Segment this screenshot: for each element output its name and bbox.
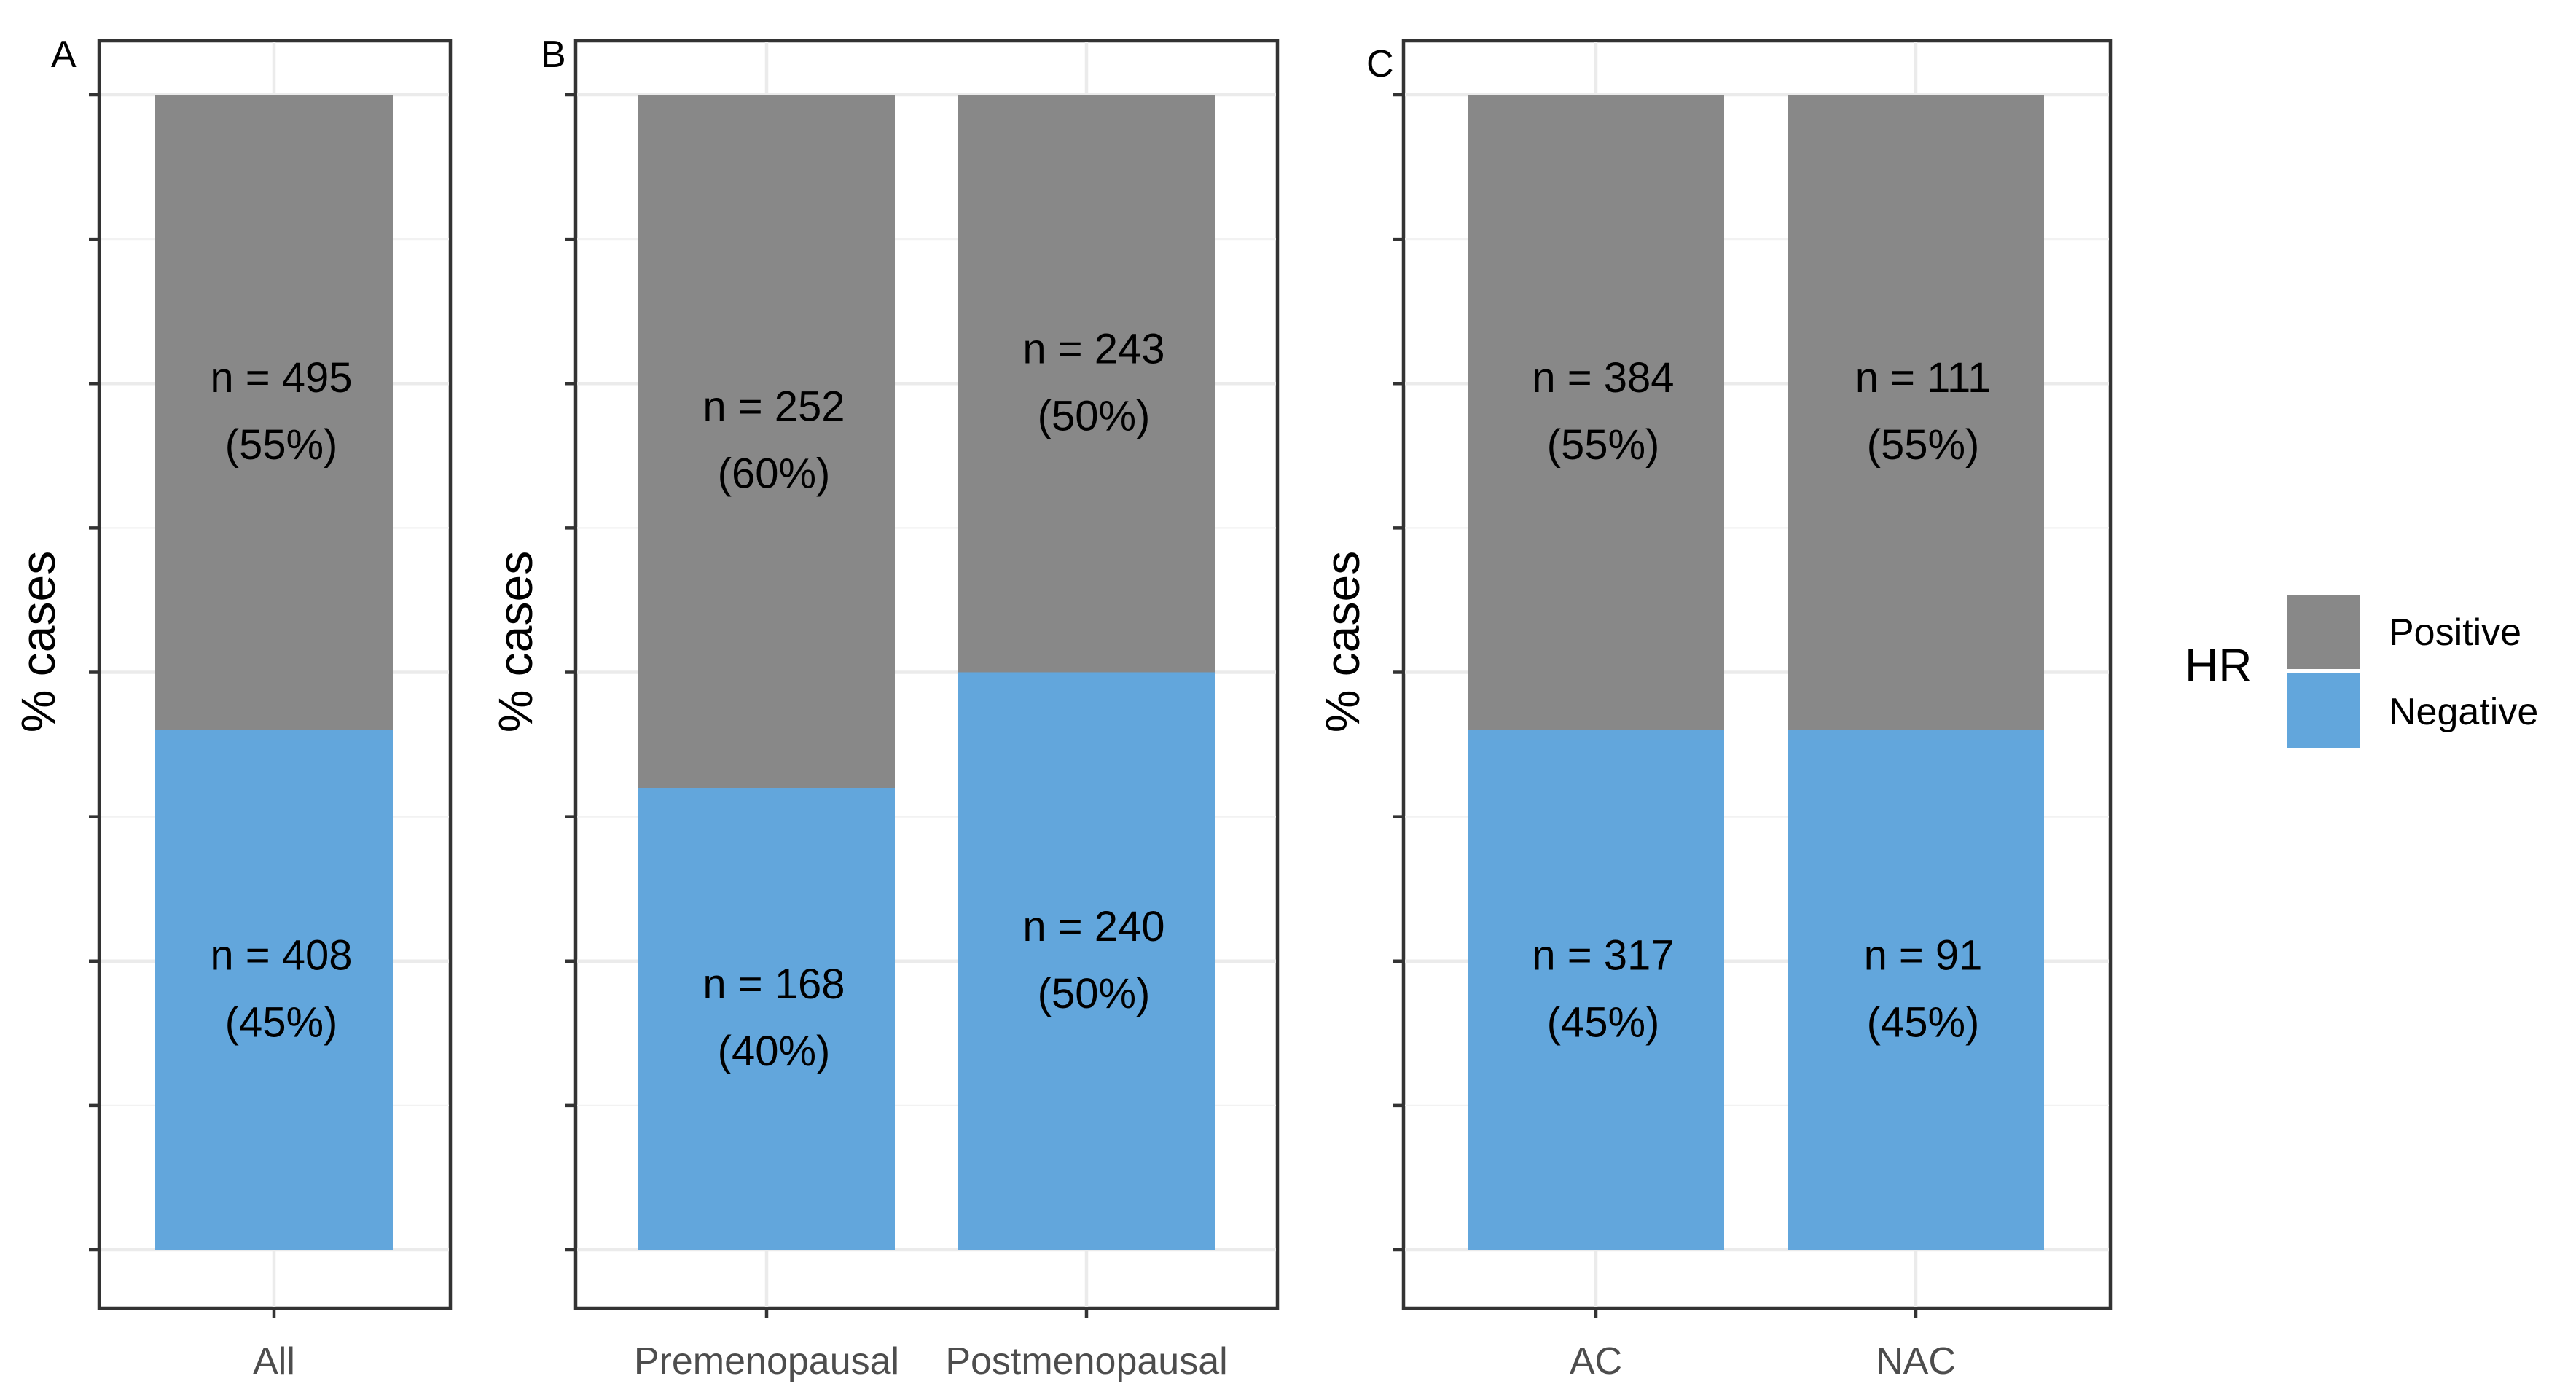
segment-percent-label: (45%) — [1867, 998, 1980, 1046]
y-axis-label: % cases — [1315, 551, 1369, 732]
legend-title: HR — [2185, 639, 2252, 692]
y-axis-label: % cases — [488, 551, 542, 732]
bar-negative-nac — [1788, 730, 2044, 1250]
segment-percent-label: (50%) — [1038, 392, 1151, 439]
bar-negative-postmenopausal — [958, 672, 1215, 1250]
x-tick-label: NAC — [1876, 1340, 1956, 1383]
x-tick-label: Premenopausal — [634, 1340, 899, 1383]
segment-count-label: n = 384 — [1532, 354, 1674, 402]
legend-key-negative — [2287, 673, 2360, 748]
bar-positive-premenopausal — [638, 95, 895, 788]
segment-percent-label: (40%) — [718, 1028, 831, 1075]
segment-count-label: n = 495 — [210, 354, 352, 402]
bar-positive-postmenopausal — [958, 95, 1215, 673]
x-tick-label: AC — [1570, 1340, 1622, 1383]
bar-positive-nac — [1788, 95, 2044, 730]
bar-negative-all — [155, 730, 393, 1250]
panel-tag: B — [541, 34, 566, 76]
segment-percent-label: (45%) — [225, 998, 338, 1046]
x-tick-label: All — [253, 1340, 295, 1383]
legend: HR Positive Negative — [2185, 595, 2538, 748]
bar-positive-ac — [1468, 95, 1724, 730]
panel-b: n = 168 (40%) n = 252 (60%) Premenopausal n =… — [488, 34, 1280, 1383]
segment-percent-label: (60%) — [718, 450, 831, 498]
segment-count-label: n = 91 — [1864, 931, 1983, 979]
legend-label-positive: Positive — [2389, 611, 2521, 654]
panel-a: n = 408 (45%) n = 495 (55%) All A % cases — [11, 34, 453, 1383]
panel-tag: C — [1366, 43, 1394, 85]
segment-count-label: n = 243 — [1022, 325, 1164, 372]
legend-label-negative: Negative — [2389, 691, 2538, 733]
segment-count-label: n = 408 — [210, 931, 352, 979]
segment-count-label: n = 240 — [1022, 903, 1164, 950]
bar-negative-ac — [1468, 730, 1724, 1250]
x-tick-label: Postmenopausal — [945, 1340, 1227, 1383]
segment-percent-label: (55%) — [1547, 421, 1660, 469]
segment-percent-label: (55%) — [1867, 421, 1980, 469]
bar-positive-all — [155, 95, 393, 730]
segment-percent-label: (45%) — [1547, 998, 1660, 1046]
segment-count-label: n = 317 — [1532, 931, 1674, 979]
bar-negative-premenopausal — [638, 788, 895, 1250]
segment-count-label: n = 168 — [702, 961, 845, 1008]
panel-tag: A — [51, 34, 77, 76]
legend-key-positive — [2287, 595, 2360, 669]
segment-count-label: n = 111 — [1855, 354, 1992, 402]
segment-percent-label: (55%) — [225, 421, 338, 469]
segment-count-label: n = 252 — [702, 383, 845, 431]
segment-percent-label: (50%) — [1038, 970, 1151, 1017]
y-axis-label: % cases — [11, 551, 65, 732]
panel-c: n = 317 (45%) n = 384 (55%) AC n = 91 (45%) n =… — [1315, 39, 2113, 1383]
